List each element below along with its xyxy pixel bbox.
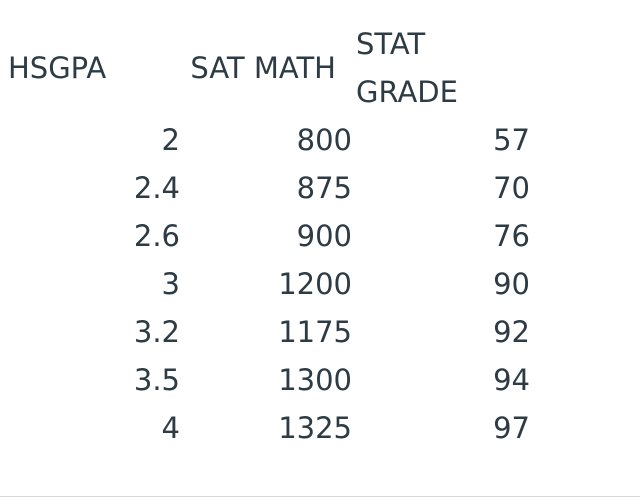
cell-stat-grade: 70 (493, 171, 530, 205)
header-row: HSGPA SAT MATH STAT GRADE (0, 20, 530, 116)
cell-sat-math: 800 (296, 123, 352, 157)
cell-sat-math: 1200 (278, 267, 352, 301)
cell-hsgpa: 2.4 (133, 171, 180, 205)
table-header: HSGPA SAT MATH STAT GRADE (0, 20, 530, 116)
cell-sat-math: 1175 (278, 315, 352, 349)
cell-stat-grade: 90 (493, 267, 530, 301)
data-table: HSGPA SAT MATH STAT GRADE 2 800 57 2.4 8… (0, 20, 530, 452)
header-sat-math: SAT MATH (190, 51, 336, 85)
cell-sat-math: 900 (296, 219, 352, 253)
cell-stat-grade: 57 (493, 123, 530, 157)
table-row: 2.4 875 70 (0, 164, 530, 212)
cell-sat-math: 1300 (278, 363, 352, 397)
cell-stat-grade: 76 (493, 219, 530, 253)
cell-hsgpa: 4 (161, 411, 180, 445)
cell-sat-math: 1325 (278, 411, 352, 445)
header-stat-grade: STAT GRADE (354, 20, 530, 116)
table-row: 2 800 57 (0, 116, 530, 164)
cell-hsgpa: 2 (161, 123, 180, 157)
cell-sat-math: 875 (296, 171, 352, 205)
header-hsgpa: HSGPA (8, 51, 107, 85)
cell-hsgpa: 3.5 (133, 363, 180, 397)
header-stat-grade-line2: GRADE (356, 75, 458, 109)
table-row: 3 1200 90 (0, 260, 530, 308)
cell-hsgpa: 3 (161, 267, 180, 301)
table-row: 3.5 1300 94 (0, 356, 530, 404)
cell-hsgpa: 2.6 (133, 219, 180, 253)
cell-hsgpa: 3.2 (133, 315, 180, 349)
cell-stat-grade: 92 (493, 315, 530, 349)
header-stat-grade-line1: STAT (356, 27, 426, 61)
cell-stat-grade: 94 (493, 363, 530, 397)
table-row: 3.2 1175 92 (0, 308, 530, 356)
cell-stat-grade: 97 (493, 411, 530, 445)
table-body: 2 800 57 2.4 875 70 2.6 900 76 3 1200 90… (0, 116, 530, 452)
bottom-divider (0, 496, 640, 497)
table-row: 4 1325 97 (0, 404, 530, 452)
table-row: 2.6 900 76 (0, 212, 530, 260)
